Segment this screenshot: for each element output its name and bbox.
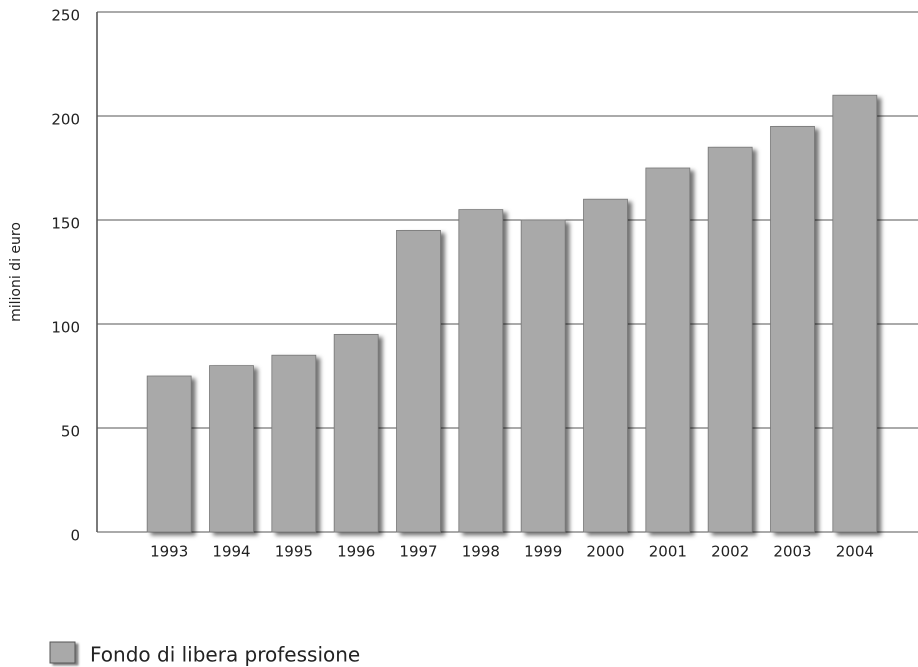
x-tick-label: 1998	[462, 543, 500, 561]
x-tick-label: 1994	[212, 543, 250, 561]
bar	[458, 209, 504, 533]
x-tick-label: 1993	[150, 543, 188, 561]
bar	[770, 126, 815, 533]
x-tick-label: 1995	[275, 543, 313, 561]
bar	[707, 146, 753, 533]
bar	[146, 375, 192, 533]
bar	[396, 229, 441, 533]
bar	[645, 167, 691, 533]
y-tick-label: 150	[51, 215, 80, 233]
y-tick-label: 250	[51, 7, 80, 25]
y-axis-label: milioni di euro	[8, 222, 24, 322]
legend: Fondo di libera professione	[49, 641, 360, 667]
bar	[271, 354, 317, 533]
x-tick-label: 1996	[337, 543, 375, 561]
bar	[209, 365, 254, 533]
legend-swatch	[49, 641, 76, 664]
x-tick-label: 2003	[773, 543, 811, 561]
x-tick-label: 2002	[711, 543, 749, 561]
y-tick-label: 100	[51, 319, 80, 337]
bar	[333, 333, 379, 533]
x-tick-label: 2001	[649, 543, 687, 561]
x-tick-label: 1999	[524, 543, 562, 561]
bar	[832, 94, 878, 533]
x-tick-label: 2000	[586, 543, 624, 561]
x-tick-label: 2004	[836, 543, 874, 561]
y-tick-label: 200	[51, 111, 80, 129]
bar	[583, 198, 628, 533]
y-tick-label: 0	[70, 527, 80, 545]
x-tick-label: 1997	[399, 543, 437, 561]
legend-label: Fondo di libera professione	[90, 643, 360, 667]
y-tick-label: 50	[61, 423, 80, 441]
bar	[520, 219, 566, 533]
